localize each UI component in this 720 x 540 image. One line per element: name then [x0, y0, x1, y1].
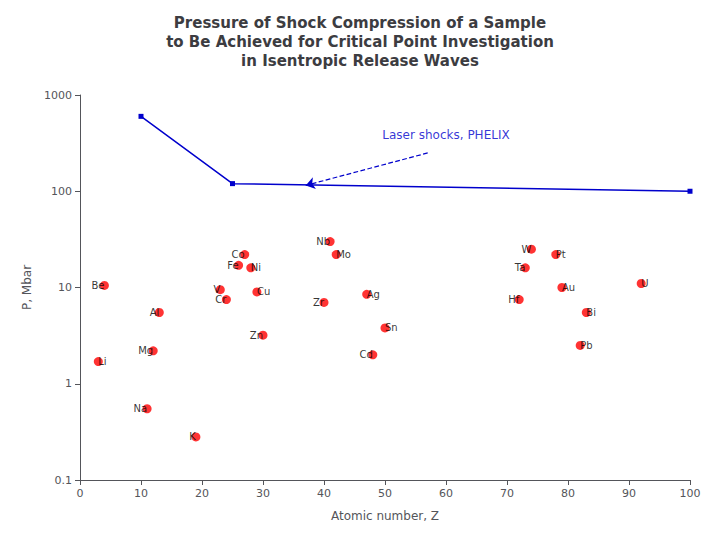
svg-text:60: 60: [439, 487, 453, 500]
svg-text:40: 40: [317, 487, 331, 500]
svg-text:Ag: Ag: [367, 289, 380, 300]
svg-text:Al: Al: [150, 307, 160, 318]
svg-text:Na: Na: [133, 403, 147, 414]
svg-text:Bi: Bi: [586, 307, 596, 318]
svg-text:0.1: 0.1: [55, 474, 73, 487]
svg-text:Pb: Pb: [580, 340, 592, 351]
svg-text:P, Mbar: P, Mbar: [20, 265, 34, 310]
svg-text:10: 10: [134, 487, 148, 500]
svg-text:Cr: Cr: [215, 294, 227, 305]
svg-text:Ta: Ta: [514, 262, 526, 273]
svg-text:0: 0: [77, 487, 84, 500]
svg-text:Mo: Mo: [336, 249, 351, 260]
svg-text:1000: 1000: [44, 89, 72, 102]
svg-text:20: 20: [195, 487, 209, 500]
svg-text:100: 100: [680, 487, 701, 500]
svg-text:10: 10: [58, 281, 72, 294]
svg-text:Fe: Fe: [227, 260, 238, 271]
svg-text:Atomic number, Z: Atomic number, Z: [331, 509, 439, 523]
svg-text:1: 1: [65, 377, 72, 390]
svg-text:Be: Be: [91, 280, 104, 291]
svg-text:U: U: [641, 278, 648, 289]
svg-text:K: K: [189, 431, 196, 442]
svg-text:Pt: Pt: [556, 249, 566, 260]
svg-text:Zn: Zn: [250, 330, 263, 341]
svg-text:Co: Co: [232, 249, 245, 260]
svg-text:Nb: Nb: [316, 236, 330, 247]
svg-text:Pressure of Shock Compression: Pressure of Shock Compression of a Sampl…: [174, 14, 546, 32]
svg-text:Cd: Cd: [359, 349, 372, 360]
svg-text:Zr: Zr: [313, 297, 325, 308]
svg-text:50: 50: [378, 487, 392, 500]
svg-text:Sn: Sn: [385, 322, 398, 333]
svg-text:V: V: [213, 284, 221, 296]
svg-text:to Be Achieved for Critical Po: to Be Achieved for Critical Point Invest…: [166, 33, 554, 51]
svg-text:Mg: Mg: [138, 345, 153, 356]
svg-text:Hf: Hf: [508, 294, 520, 305]
svg-text:Au: Au: [562, 282, 575, 293]
svg-text:in Isentropic Release Waves: in Isentropic Release Waves: [241, 52, 479, 70]
svg-text:Ni: Ni: [251, 262, 261, 273]
svg-text:100: 100: [51, 185, 72, 198]
svg-text:70: 70: [500, 487, 514, 500]
svg-text:80: 80: [561, 487, 575, 500]
svg-text:30: 30: [256, 487, 270, 500]
svg-text:Cu: Cu: [257, 286, 270, 297]
svg-text:Laser shocks, PHELIX: Laser shocks, PHELIX: [382, 128, 509, 142]
svg-text:Li: Li: [98, 356, 106, 367]
svg-text:90: 90: [622, 487, 636, 500]
svg-text:W: W: [522, 244, 532, 255]
